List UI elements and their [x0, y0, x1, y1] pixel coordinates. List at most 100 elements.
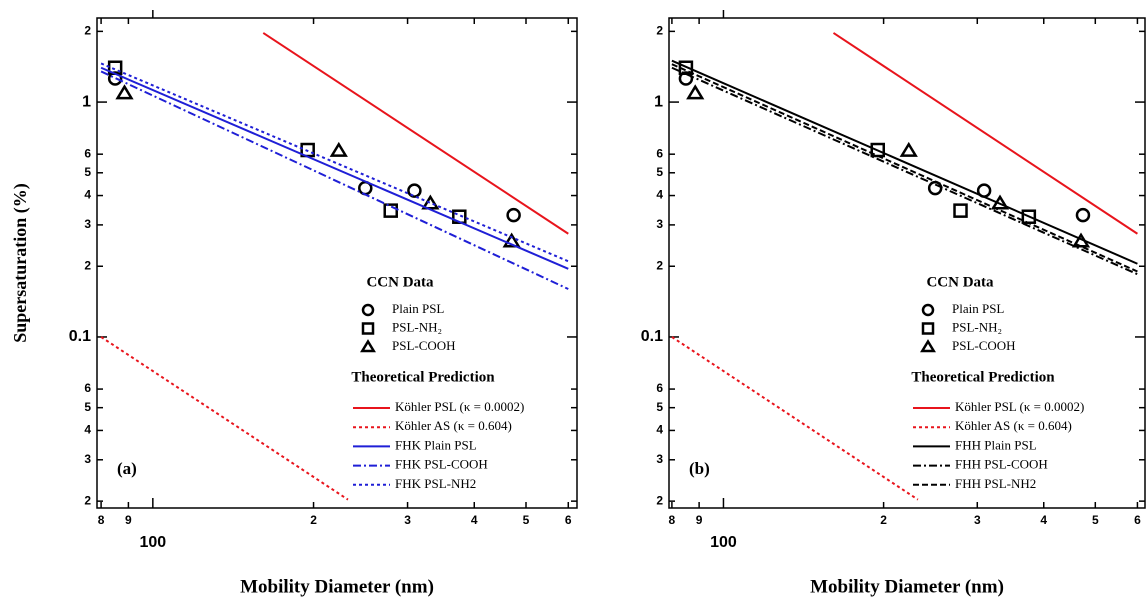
marker-circle — [107, 71, 123, 86]
y-tick-label: 4 — [84, 423, 91, 437]
y-tick-label: 1 — [82, 93, 91, 110]
legend-label: FHK PSL-COOH — [395, 457, 488, 472]
marker-square — [953, 203, 968, 218]
legend-marker — [920, 339, 936, 353]
panel-label: (a) — [117, 459, 137, 478]
legend-title: CCN Data — [926, 274, 994, 290]
series-line — [100, 66, 569, 270]
x-tick-label: 3 — [974, 513, 981, 527]
y-tick-label: 6 — [84, 146, 91, 160]
marker-circle — [678, 71, 694, 86]
y-tick-label: 2 — [84, 258, 91, 272]
x-tick-label: 6 — [1134, 513, 1141, 527]
legend-marker — [361, 322, 375, 335]
marker-square — [678, 60, 694, 76]
legend-label: FHH Plain PSL — [955, 437, 1037, 452]
series-line — [262, 32, 569, 235]
y-tick-label: 3 — [84, 217, 91, 231]
marker-triangle — [329, 141, 348, 157]
series-line — [671, 59, 1138, 265]
y-tick-label: 3 — [656, 217, 663, 231]
y-tick-label: 4 — [84, 188, 91, 202]
marker-square — [383, 203, 398, 218]
legend-label: Köhler PSL (κ = 0.0002) — [955, 399, 1084, 414]
y-tick-label: 6 — [84, 381, 91, 395]
y-tick-label: 0.1 — [69, 328, 91, 345]
y-tick-label: 2 — [84, 493, 91, 507]
x-tick-label: 9 — [696, 513, 703, 527]
y-tick-label: 0.1 — [641, 328, 663, 345]
y-tick-label: 2 — [656, 493, 663, 507]
marker-triangle — [421, 194, 440, 210]
marker-triangle — [502, 232, 521, 248]
x-tick-label: 4 — [1040, 513, 1047, 527]
marker-triangle — [686, 84, 705, 100]
y-tick-label: 3 — [656, 452, 663, 466]
marker-circle — [1075, 207, 1091, 223]
legend-label: FHK Plain PSL — [395, 437, 477, 452]
legend-label: PSL-NH₂ — [392, 319, 442, 334]
x-axis-label: Mobility Diameter (nm) — [810, 576, 1004, 597]
series-line — [100, 336, 349, 501]
y-tick-label: 5 — [84, 400, 91, 414]
marker-circle — [407, 183, 422, 198]
legend-label: Plain PSL — [392, 301, 444, 316]
legend-label: Köhler AS (κ = 0.604) — [395, 418, 512, 433]
y-tick-label: 3 — [84, 452, 91, 466]
legend-marker — [361, 303, 375, 317]
y-tick-label: 1 — [654, 93, 663, 110]
x-tick-label: 2 — [310, 513, 317, 527]
legend-label: PSL-COOH — [392, 338, 456, 353]
marker-triangle — [899, 141, 918, 157]
x-tick-label: 3 — [404, 513, 411, 527]
x-tick-label: 8 — [669, 513, 676, 527]
marker-triangle — [115, 84, 134, 100]
x-tick-label: 8 — [98, 513, 105, 527]
series-line — [671, 66, 1138, 276]
y-tick-label: 2 — [656, 258, 663, 272]
y-tick-label: 4 — [656, 188, 663, 202]
series-line — [671, 336, 919, 501]
series-line — [832, 32, 1138, 235]
legend-label: Plain PSL — [952, 301, 1004, 316]
legend-marker — [921, 322, 935, 335]
legend-title: Theoretical Prediction — [911, 369, 1055, 385]
x-tick-label: 5 — [523, 513, 530, 527]
series-line — [100, 62, 569, 263]
legend-label: Köhler PSL (κ = 0.0002) — [395, 399, 524, 414]
legend-title: CCN Data — [366, 274, 434, 290]
x-tick-label: 100 — [710, 534, 737, 551]
x-tick-label: 5 — [1092, 513, 1099, 527]
legend-label: PSL-NH₂ — [952, 319, 1002, 334]
y-axis-label: Supersaturation (%) — [10, 183, 31, 343]
legend-label: FHH PSL-NH2 — [955, 476, 1036, 491]
series-line — [100, 70, 569, 290]
x-tick-label: 6 — [565, 513, 572, 527]
legend-label: FHH PSL-COOH — [955, 457, 1048, 472]
marker-circle — [506, 207, 521, 223]
y-tick-label: 2 — [656, 24, 663, 38]
x-tick-label: 4 — [471, 513, 478, 527]
legend-label: Köhler AS (κ = 0.604) — [955, 418, 1072, 433]
x-tick-label: 2 — [880, 513, 887, 527]
panel-label: (b) — [689, 459, 710, 478]
y-tick-label: 6 — [656, 146, 663, 160]
y-tick-label: 6 — [656, 381, 663, 395]
legend-label: PSL-COOH — [952, 338, 1016, 353]
plot-frame — [668, 17, 1146, 509]
plot-frame — [96, 17, 578, 509]
series-line — [671, 63, 1138, 273]
x-tick-label: 100 — [139, 534, 166, 551]
y-tick-label: 4 — [656, 423, 663, 437]
legend-label: FHK PSL-NH2 — [395, 476, 476, 491]
x-axis-label: Mobility Diameter (nm) — [240, 576, 434, 597]
legend-marker — [360, 339, 376, 353]
y-tick-label: 2 — [84, 24, 91, 38]
y-tick-label: 5 — [656, 400, 663, 414]
legend-marker — [921, 303, 935, 317]
y-tick-label: 5 — [84, 165, 91, 179]
y-tick-label: 5 — [656, 165, 663, 179]
legend-title: Theoretical Prediction — [351, 369, 495, 385]
x-tick-label: 9 — [125, 513, 132, 527]
